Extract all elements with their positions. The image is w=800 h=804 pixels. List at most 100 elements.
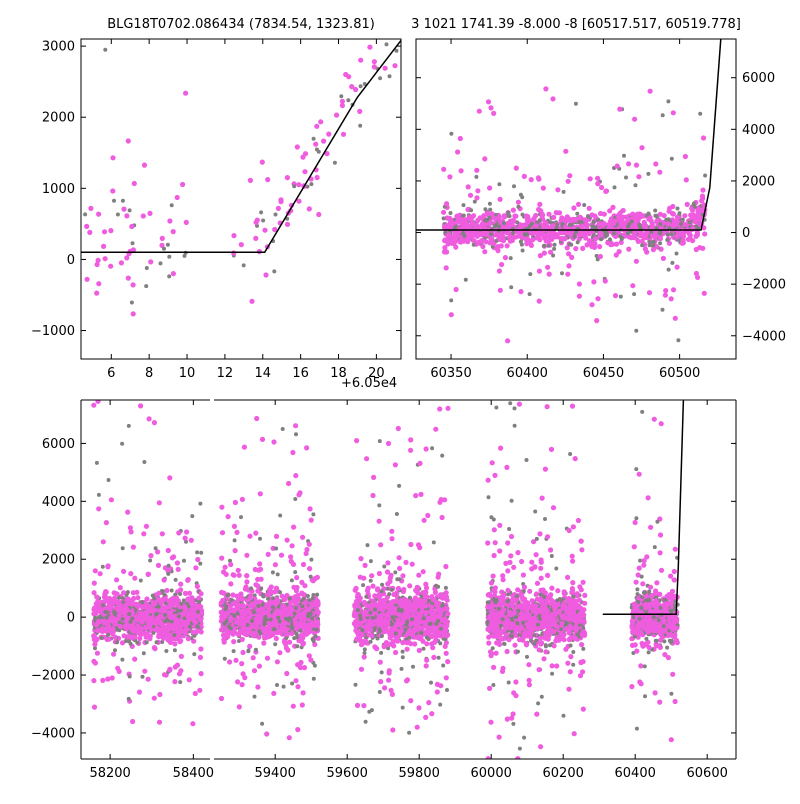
data-point-gray (440, 454, 444, 458)
data-point-magenta (684, 177, 689, 182)
data-point-magenta (257, 599, 262, 604)
data-point-magenta (407, 583, 412, 588)
data-point-magenta (612, 219, 617, 224)
data-point-magenta (626, 161, 631, 166)
data-point-magenta (577, 294, 582, 299)
data-point-magenta (579, 232, 584, 237)
data-point-magenta (255, 583, 260, 588)
data-point-gray (139, 579, 143, 583)
data-point-magenta (301, 562, 306, 567)
data-point-gray (232, 614, 236, 618)
data-point-gray (182, 599, 186, 603)
y-tick-label: 2000 (742, 174, 775, 189)
data-point-gray (346, 98, 350, 102)
data-point-gray (196, 624, 200, 628)
data-point-magenta (504, 230, 509, 235)
data-point-magenta (152, 696, 157, 701)
data-point-gray (411, 665, 415, 669)
data-point-gray (101, 565, 105, 569)
data-point-magenta (100, 678, 105, 683)
data-point-gray (105, 616, 109, 620)
data-point-gray (372, 392, 376, 396)
data-point-magenta (126, 276, 131, 281)
data-point-magenta (386, 678, 391, 683)
data-point-magenta (472, 238, 477, 243)
data-point-gray (497, 182, 501, 186)
data-point-magenta (663, 293, 668, 298)
data-point-magenta (474, 168, 479, 173)
data-point-magenta (634, 163, 639, 168)
data-point-magenta (101, 539, 106, 544)
data-point-magenta (367, 45, 372, 50)
data-point-magenta (131, 311, 136, 316)
data-point-magenta (536, 207, 541, 212)
data-point-gray (130, 617, 134, 621)
data-point-gray (129, 642, 133, 646)
data-point-gray (127, 424, 131, 428)
data-point-magenta (355, 703, 360, 708)
data-point-magenta (302, 169, 307, 174)
data-point-magenta (542, 251, 547, 256)
data-point-magenta (290, 450, 295, 455)
data-point-gray (675, 252, 679, 256)
data-point-magenta (643, 234, 648, 239)
data-point-magenta (239, 242, 244, 247)
data-point-gray (250, 619, 254, 623)
data-point-magenta (383, 66, 388, 71)
data-point-magenta (160, 236, 165, 241)
data-point-magenta (418, 492, 423, 497)
data-point-magenta (410, 562, 415, 567)
data-point-gray (141, 675, 145, 679)
data-point-magenta (107, 607, 112, 612)
data-point-magenta (224, 572, 229, 577)
data-point-gray (165, 618, 169, 622)
data-point-magenta (110, 675, 115, 680)
data-point-magenta (105, 564, 110, 569)
data-point-magenta (315, 175, 320, 180)
data-point-gray (140, 600, 144, 604)
data-point-magenta (156, 563, 161, 568)
data-point-magenta (580, 246, 585, 251)
data-point-gray (487, 216, 491, 220)
data-point-gray (121, 199, 125, 203)
data-point-magenta (497, 237, 502, 242)
data-point-gray (256, 604, 260, 608)
data-point-gray (651, 240, 655, 244)
data-point-magenta (172, 624, 177, 629)
data-point-magenta (468, 231, 473, 236)
data-point-magenta (630, 212, 635, 217)
data-point-magenta (524, 213, 529, 218)
data-point-magenta (264, 731, 269, 736)
data-point-magenta (166, 548, 171, 553)
data-point-gray (115, 640, 119, 644)
data-point-gray (630, 220, 634, 224)
data-point-magenta (280, 604, 285, 609)
data-point-gray (246, 649, 250, 653)
data-point-gray (591, 226, 595, 230)
data-point-magenta (498, 232, 503, 237)
data-point-magenta (91, 678, 96, 683)
data-point-magenta (123, 603, 128, 608)
data-point-gray (408, 596, 412, 600)
data-point-gray (509, 285, 513, 289)
data-point-gray (120, 658, 124, 662)
data-point-magenta (146, 677, 151, 682)
data-point-gray (665, 238, 669, 242)
data-point-magenta (244, 553, 249, 558)
data-point-gray (449, 211, 453, 215)
data-point-gray (646, 172, 650, 176)
data-point-gray (100, 636, 104, 640)
data-point-gray (624, 176, 628, 180)
data-point-magenta (144, 524, 149, 529)
data-point-magenta (551, 215, 556, 220)
data-point-magenta (156, 634, 161, 639)
data-point-gray (380, 670, 384, 674)
data-point-gray (369, 559, 373, 563)
data-point-magenta (128, 625, 133, 630)
data-point-gray (310, 617, 314, 621)
data-point-gray (676, 207, 680, 211)
data-point-magenta (237, 573, 242, 578)
data-point-magenta (233, 658, 238, 663)
data-point-gray (608, 237, 612, 241)
